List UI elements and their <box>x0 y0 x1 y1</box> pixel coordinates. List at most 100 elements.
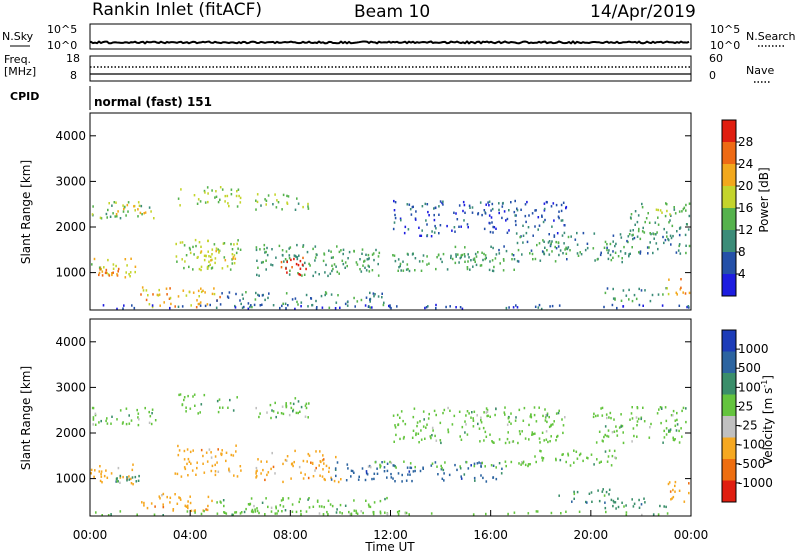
velocity-cell <box>319 460 322 463</box>
velocity-cell <box>275 505 277 508</box>
velocity-cell <box>658 408 660 411</box>
power-cell <box>294 254 297 258</box>
velocity-cell <box>473 464 476 468</box>
power-cell <box>176 260 178 263</box>
velocity-colorbar-swatch <box>722 330 736 352</box>
power-cell <box>424 306 426 310</box>
velocity-cell <box>569 464 572 467</box>
power-cell <box>168 297 171 300</box>
velocity-cell <box>632 427 635 430</box>
power-cell <box>558 304 561 307</box>
power-cell <box>309 264 311 267</box>
velocity-cell <box>613 418 615 421</box>
velocity-cell <box>434 461 437 464</box>
velocity-cell <box>254 510 257 513</box>
velocity-cell <box>533 413 536 417</box>
power-cell <box>537 306 540 309</box>
power-cell <box>393 209 396 212</box>
velocity-cell <box>666 512 669 515</box>
velocity-cell <box>613 430 616 433</box>
velocity-cell <box>216 512 219 515</box>
velocity-cell <box>256 507 258 510</box>
velocity-cell <box>368 464 371 468</box>
velocity-cell <box>265 497 267 500</box>
velocity-cell <box>236 396 238 399</box>
velocity-cell <box>492 476 494 479</box>
power-cell <box>259 248 261 251</box>
power-cell <box>543 207 546 211</box>
velocity-cell <box>546 412 549 415</box>
power-cell <box>328 249 330 252</box>
power-cell <box>628 233 631 236</box>
date-label: 14/Apr/2019 <box>590 2 696 22</box>
velocity-cell <box>218 398 221 401</box>
power-cell <box>657 223 660 226</box>
power-cell <box>498 202 500 205</box>
velocity-cell <box>443 479 445 482</box>
power-cell <box>678 304 681 307</box>
power-cell <box>255 246 258 249</box>
power-cell <box>194 238 197 242</box>
power-cell <box>209 255 212 258</box>
velocity-cell <box>562 453 564 456</box>
power-cell <box>483 252 485 256</box>
velocity-cell <box>183 449 186 453</box>
velocity-cell <box>178 393 180 397</box>
power-cell <box>365 269 368 272</box>
power-cell <box>257 266 259 269</box>
power-cell <box>461 253 464 257</box>
power-cell <box>502 269 505 272</box>
power-cell <box>197 289 200 293</box>
power-cell <box>480 264 483 267</box>
power-cell <box>197 302 200 306</box>
velocity-cell <box>183 458 186 461</box>
power-cell <box>282 193 285 197</box>
power-cell <box>181 258 183 261</box>
velocity-cell <box>386 496 388 500</box>
velocity-cell <box>468 412 470 415</box>
velocity-cell <box>239 465 242 468</box>
power-cell <box>579 251 581 254</box>
power-cell <box>406 263 409 266</box>
power-cell <box>305 267 307 271</box>
power-cell <box>129 275 131 278</box>
power-cell <box>222 242 225 245</box>
power-cell <box>643 231 646 234</box>
power-cell <box>666 287 668 290</box>
power-cell <box>263 247 266 251</box>
velocity-cell <box>561 418 563 421</box>
power-cell <box>360 298 363 302</box>
power-cell <box>548 240 551 243</box>
velocity-cell <box>456 468 458 472</box>
power-cell <box>285 267 287 270</box>
velocity-cell <box>603 494 606 497</box>
power-cell <box>426 223 428 226</box>
velocity-cell <box>179 393 182 396</box>
velocity-cell <box>419 420 421 423</box>
power-cell <box>606 248 608 252</box>
velocity-cell <box>262 468 264 472</box>
velocity-cell <box>486 410 489 413</box>
velocity-cell <box>430 464 433 467</box>
velocity-cell <box>610 498 613 502</box>
power-cell <box>467 226 469 229</box>
power-cell <box>498 248 500 252</box>
power-cell <box>302 205 304 209</box>
power-cell <box>557 241 560 245</box>
power-cell <box>301 274 303 277</box>
velocity-cell <box>214 473 217 477</box>
velocity-cell <box>649 426 651 429</box>
velocity-cell <box>663 436 666 439</box>
velocity-cell <box>110 472 113 475</box>
power-cell <box>98 273 100 277</box>
velocity-cell <box>327 513 329 516</box>
power-cell <box>675 291 678 294</box>
velocity-cell <box>485 407 488 410</box>
power-cell <box>195 306 198 309</box>
velocity-cell <box>665 505 667 509</box>
power-cell <box>491 259 494 262</box>
power-cell <box>672 234 674 238</box>
velocity-cell <box>401 480 403 483</box>
freq-tick-bottom: 8 <box>70 69 77 82</box>
power-cell <box>688 306 690 309</box>
